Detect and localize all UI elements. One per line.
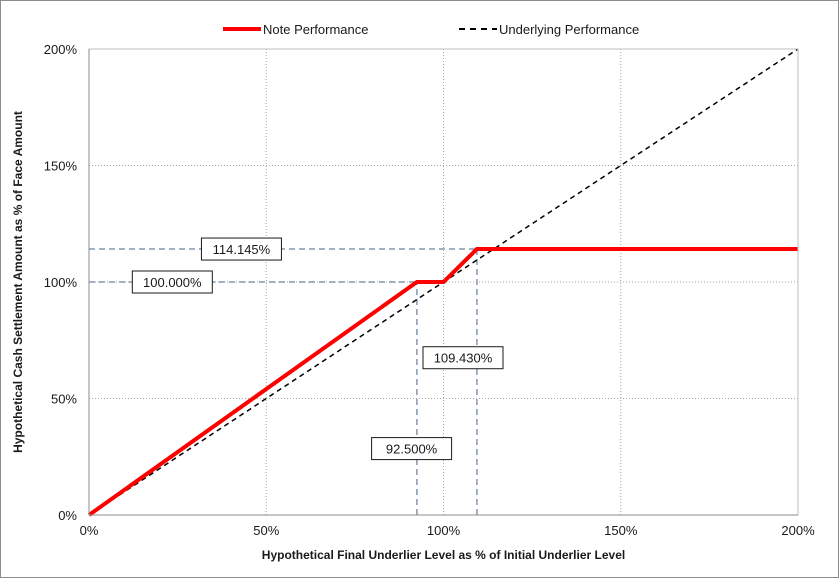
legend-item: Underlying Performance	[459, 22, 639, 37]
legend-item: Note Performance	[223, 22, 369, 37]
x-tick-label: 150%	[604, 523, 638, 538]
y-tick-label: 200%	[44, 42, 78, 57]
axes	[88, 48, 799, 516]
tick-labels: 0% 50% 100% 150% 200% 0% 50% 100% 150% 200%	[44, 42, 815, 538]
y-tick-label: 50%	[51, 392, 77, 407]
y-axis-title: Hypothetical Cash Settlement Amount as %…	[11, 111, 25, 453]
x-tick-label: 100%	[427, 523, 461, 538]
y-tick-label: 150%	[44, 159, 78, 174]
legend: Note Performance Underlying Performance	[223, 22, 639, 37]
callout-box	[371, 437, 453, 461]
callout-label: 100.000%	[143, 275, 202, 290]
callout-box	[131, 270, 213, 294]
callout-label: 114.145%	[213, 242, 271, 257]
x-tick-label: 0%	[80, 523, 99, 538]
callout-box	[200, 237, 282, 261]
note-performance-line	[87, 247, 798, 517]
legend-label: Note Performance	[263, 22, 369, 37]
callout: 109.430%	[422, 346, 504, 370]
callout-box	[422, 346, 504, 370]
series	[87, 48, 799, 517]
callout-label: 109.430%	[434, 351, 493, 366]
callouts: 114.145% 100.000% 109.430% 92.500%	[131, 237, 504, 461]
x-tick-label: 50%	[253, 523, 279, 538]
x-tick-label: 200%	[781, 523, 815, 538]
y-tick-label: 0%	[58, 508, 77, 523]
callout: 100.000%	[131, 270, 213, 294]
legend-label: Underlying Performance	[499, 22, 639, 37]
y-tick-label: 100%	[44, 275, 78, 290]
callout: 92.500%	[371, 437, 453, 461]
callout-label: 92.500%	[386, 442, 438, 457]
x-axis-title: Hypothetical Final Underlier Level as % …	[262, 548, 625, 562]
callout: 114.145%	[200, 237, 282, 261]
